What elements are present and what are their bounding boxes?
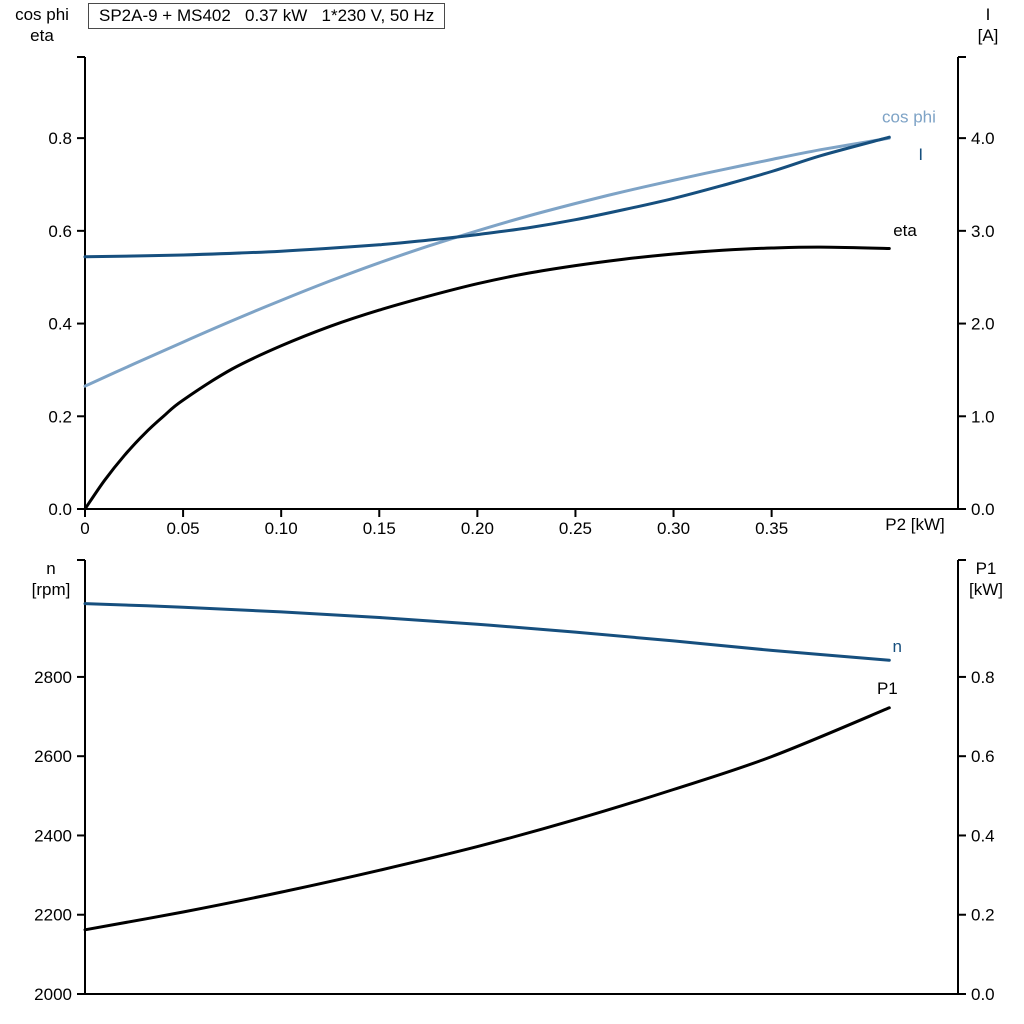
top-right-axis-title: I [A] <box>958 4 1018 46</box>
curve-cos-phi <box>83 136 891 388</box>
right-tick-label: 0.0 <box>971 500 995 519</box>
right-tick-label: 2.0 <box>971 315 995 334</box>
motor-electrical-curves: 0.0 0.2 0.4 0.6 0.8 0.0 1.0 2.0 3.0 4.0 0 0.05 0.10 0… <box>48 56 995 538</box>
x-axis-label: P2 [kW] <box>885 515 945 534</box>
left-axis-title-line2: eta <box>30 26 54 45</box>
top-left-axis-title: cos phi eta <box>4 4 80 46</box>
left-tick-label: 2200 <box>34 906 72 925</box>
x-tick-label: 0 <box>80 519 89 538</box>
right-axis-title-line2: [A] <box>977 26 999 45</box>
x-tick-label: 0.30 <box>657 519 690 538</box>
right-tick-label: 4.0 <box>971 129 995 148</box>
left-tick-label: 0.6 <box>48 222 72 241</box>
curve-eta <box>83 245 891 511</box>
speed-axis-title-line2: [rpm] <box>31 580 71 599</box>
curve-p1 <box>83 706 891 932</box>
left-tick-label: 0.8 <box>48 129 72 148</box>
x-tick-label: 0.35 <box>755 519 788 538</box>
right-tick-label: 0.4 <box>971 826 995 845</box>
right-tick-label: 0.2 <box>971 906 995 925</box>
right-tick-label: 1.0 <box>971 407 995 426</box>
bottom-left-axis-title: n [rpm] <box>18 558 84 600</box>
left-tick-label: 0.4 <box>48 315 72 334</box>
right-tick-label: 0.0 <box>971 985 995 1004</box>
x-tick-label: 0.20 <box>461 519 494 538</box>
right-tick-label: 3.0 <box>971 222 995 241</box>
curve-label-eta: eta <box>893 221 917 240</box>
chart-title-box: SP2A-9 + MS402 0.37 kW 1*230 V, 50 Hz <box>88 3 446 29</box>
curve-label-i: I <box>918 145 923 164</box>
left-tick-label: 2800 <box>34 668 72 687</box>
power-axis-title-line1: P1 <box>975 559 997 578</box>
x-tick-label: 0.25 <box>559 519 592 538</box>
left-tick-label: 0.0 <box>48 500 72 519</box>
left-axis-title-line1: cos phi <box>15 5 69 24</box>
left-tick-label: 2600 <box>34 747 72 766</box>
left-tick-label: 2000 <box>34 985 72 1004</box>
curve-n <box>83 602 891 662</box>
right-tick-label: 0.6 <box>971 747 995 766</box>
curve-i <box>83 135 891 259</box>
curve-label-n: n <box>892 637 901 656</box>
left-tick-label: 0.2 <box>48 407 72 426</box>
power-axis-title-line2: [kW] <box>969 580 1003 599</box>
x-tick-label: 0.05 <box>167 519 200 538</box>
right-tick-label: 0.8 <box>971 668 995 687</box>
x-tick-label: 0.15 <box>363 519 396 538</box>
speed-axis-title-line1: n <box>46 559 56 578</box>
x-tick-label: 0.10 <box>265 519 298 538</box>
bottom-right-axis-title: P1 [kW] <box>956 558 1016 600</box>
curve-label-cos-phi: cos phi <box>882 107 936 126</box>
left-tick-label: 2400 <box>34 826 72 845</box>
speed-power-curves: 2000 2200 2400 2600 2800 0.0 0.2 0.4 0.6 0.8 n P1 <box>34 559 995 1004</box>
curve-label-p1: P1 <box>877 679 898 698</box>
right-axis-title-line1: I <box>985 5 991 24</box>
